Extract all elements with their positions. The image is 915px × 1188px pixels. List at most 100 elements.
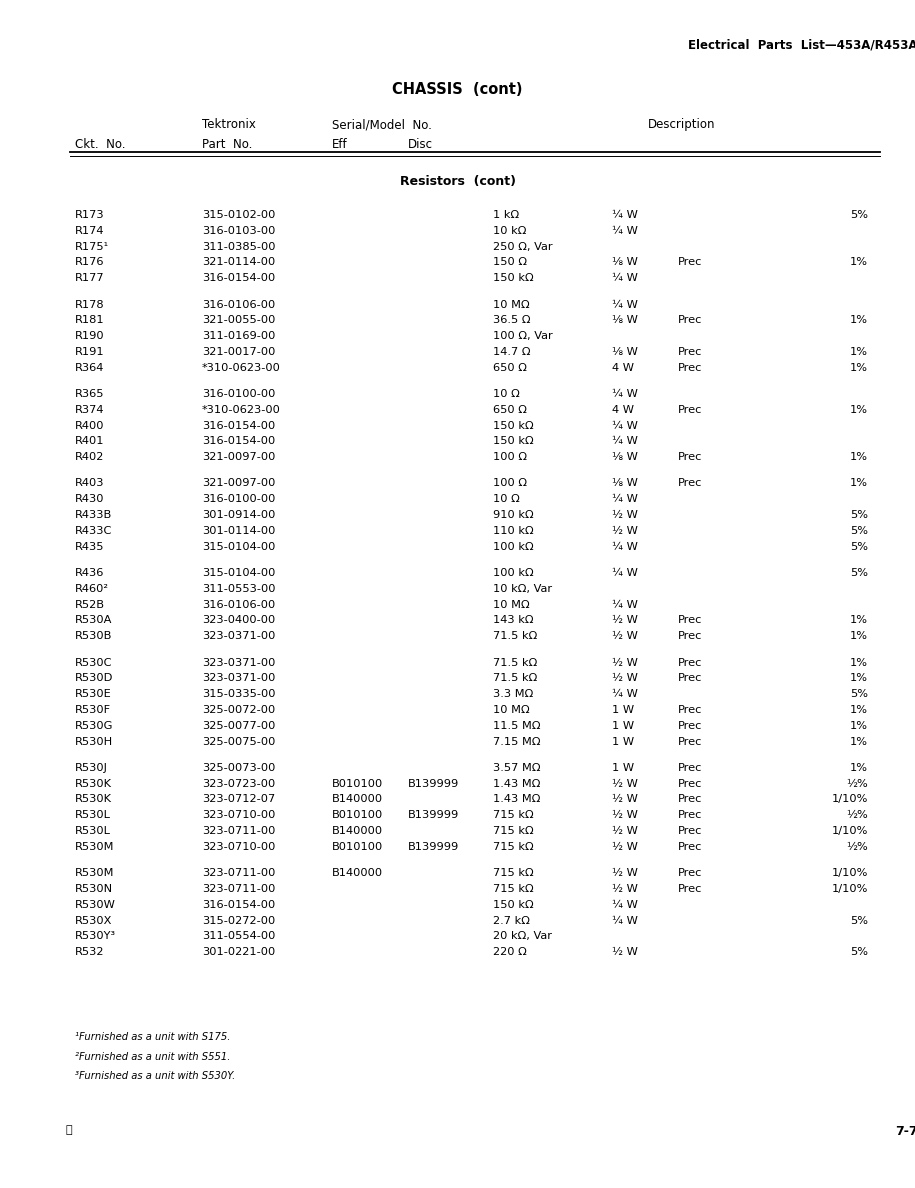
Text: 7-7: 7-7: [896, 1125, 915, 1138]
Text: Disc: Disc: [408, 138, 433, 151]
Text: 1%: 1%: [850, 362, 868, 373]
Text: 5%: 5%: [850, 947, 868, 958]
Text: ¼ W: ¼ W: [612, 299, 638, 310]
Text: Prec: Prec: [678, 258, 703, 267]
Text: 100 Ω: 100 Ω: [493, 453, 527, 462]
Text: R174: R174: [75, 226, 104, 235]
Text: ½ W: ½ W: [612, 868, 638, 878]
Text: ½ W: ½ W: [612, 778, 638, 789]
Text: Prec: Prec: [678, 315, 703, 326]
Text: 10 kΩ, Var: 10 kΩ, Var: [493, 583, 552, 594]
Text: R433C: R433C: [75, 526, 113, 536]
Text: 10 MΩ: 10 MΩ: [493, 704, 530, 715]
Text: 323-0711-00: 323-0711-00: [202, 826, 275, 836]
Text: *310-0623-00: *310-0623-00: [202, 405, 281, 415]
Text: 715 kΩ: 715 kΩ: [493, 842, 533, 852]
Text: Tektronix: Tektronix: [202, 118, 256, 131]
Text: 1%: 1%: [850, 657, 868, 668]
Text: 10 kΩ: 10 kΩ: [493, 226, 526, 235]
Text: Serial/Model  No.: Serial/Model No.: [332, 118, 432, 131]
Text: 20 kΩ, Var: 20 kΩ, Var: [493, 931, 552, 941]
Text: 323-0371-00: 323-0371-00: [202, 657, 275, 668]
Text: 325-0077-00: 325-0077-00: [202, 721, 275, 731]
Text: ¼ W: ¼ W: [612, 600, 638, 609]
Text: 1%: 1%: [850, 721, 868, 731]
Text: 323-0712-07: 323-0712-07: [202, 795, 275, 804]
Text: 1%: 1%: [850, 704, 868, 715]
Text: R530L: R530L: [75, 826, 111, 836]
Text: 1.43 MΩ: 1.43 MΩ: [493, 795, 541, 804]
Text: R532: R532: [75, 947, 104, 958]
Text: 100 kΩ: 100 kΩ: [493, 568, 533, 579]
Text: ¼ W: ¼ W: [612, 273, 638, 283]
Text: 1 W: 1 W: [612, 763, 634, 773]
Text: R400: R400: [75, 421, 104, 430]
Text: Prec: Prec: [678, 704, 703, 715]
Text: ½%: ½%: [846, 810, 868, 820]
Text: 10 MΩ: 10 MΩ: [493, 299, 530, 310]
Text: ⅛ W: ⅛ W: [612, 453, 638, 462]
Text: ¼ W: ¼ W: [612, 568, 638, 579]
Text: 1.43 MΩ: 1.43 MΩ: [493, 778, 541, 789]
Text: 10 Ω: 10 Ω: [493, 388, 520, 399]
Text: ²Furnished as a unit with S551.: ²Furnished as a unit with S551.: [75, 1051, 231, 1062]
Text: Prec: Prec: [678, 842, 703, 852]
Text: B140000: B140000: [332, 868, 383, 878]
Text: R176: R176: [75, 258, 104, 267]
Text: Prec: Prec: [678, 674, 703, 683]
Text: Resistors  (cont): Resistors (cont): [400, 175, 515, 188]
Text: B010100: B010100: [332, 810, 383, 820]
Text: 10 MΩ: 10 MΩ: [493, 600, 530, 609]
Text: Prec: Prec: [678, 405, 703, 415]
Text: R178: R178: [75, 299, 104, 310]
Text: ¼ W: ¼ W: [612, 421, 638, 430]
Text: 1%: 1%: [850, 258, 868, 267]
Text: ¼ W: ¼ W: [612, 436, 638, 447]
Text: ¼ W: ¼ W: [612, 226, 638, 235]
Text: R52B: R52B: [75, 600, 105, 609]
Text: 315-0104-00: 315-0104-00: [202, 542, 275, 551]
Text: R530K: R530K: [75, 795, 112, 804]
Text: 1/10%: 1/10%: [832, 795, 868, 804]
Text: ½ W: ½ W: [612, 615, 638, 625]
Text: 315-0335-00: 315-0335-00: [202, 689, 275, 699]
Text: ⅛ W: ⅛ W: [612, 347, 638, 356]
Text: 1 W: 1 W: [612, 704, 634, 715]
Text: 715 kΩ: 715 kΩ: [493, 868, 533, 878]
Text: 71.5 kΩ: 71.5 kΩ: [493, 631, 537, 642]
Text: 1%: 1%: [850, 631, 868, 642]
Text: 316-0100-00: 316-0100-00: [202, 494, 275, 504]
Text: R403: R403: [75, 479, 104, 488]
Text: 1/10%: 1/10%: [832, 884, 868, 893]
Text: Prec: Prec: [678, 884, 703, 893]
Text: 3.3 MΩ: 3.3 MΩ: [493, 689, 533, 699]
Text: Prec: Prec: [678, 657, 703, 668]
Text: 715 kΩ: 715 kΩ: [493, 884, 533, 893]
Text: 301-0114-00: 301-0114-00: [202, 526, 275, 536]
Text: ⅛ W: ⅛ W: [612, 315, 638, 326]
Text: R433B: R433B: [75, 510, 113, 520]
Text: Prec: Prec: [678, 631, 703, 642]
Text: 316-0154-00: 316-0154-00: [202, 436, 275, 447]
Text: R374: R374: [75, 405, 104, 415]
Text: 321-0097-00: 321-0097-00: [202, 479, 275, 488]
Text: Prec: Prec: [678, 362, 703, 373]
Text: Ckt.  No.: Ckt. No.: [75, 138, 125, 151]
Text: R175¹: R175¹: [75, 241, 109, 252]
Text: 316-0100-00: 316-0100-00: [202, 388, 275, 399]
Text: ³Furnished as a unit with S530Y.: ³Furnished as a unit with S530Y.: [75, 1072, 235, 1081]
Text: R530M: R530M: [75, 842, 114, 852]
Text: 1%: 1%: [850, 315, 868, 326]
Text: 316-0106-00: 316-0106-00: [202, 600, 275, 609]
Text: 5%: 5%: [850, 210, 868, 220]
Text: Prec: Prec: [678, 737, 703, 746]
Text: R191: R191: [75, 347, 104, 356]
Text: 143 kΩ: 143 kΩ: [493, 615, 533, 625]
Text: ½ W: ½ W: [612, 674, 638, 683]
Text: 1 W: 1 W: [612, 721, 634, 731]
Text: 323-0723-00: 323-0723-00: [202, 778, 275, 789]
Text: 100 kΩ: 100 kΩ: [493, 542, 533, 551]
Text: R530J: R530J: [75, 763, 108, 773]
Text: ¼ W: ¼ W: [612, 494, 638, 504]
Text: CHASSIS  (cont): CHASSIS (cont): [393, 82, 522, 97]
